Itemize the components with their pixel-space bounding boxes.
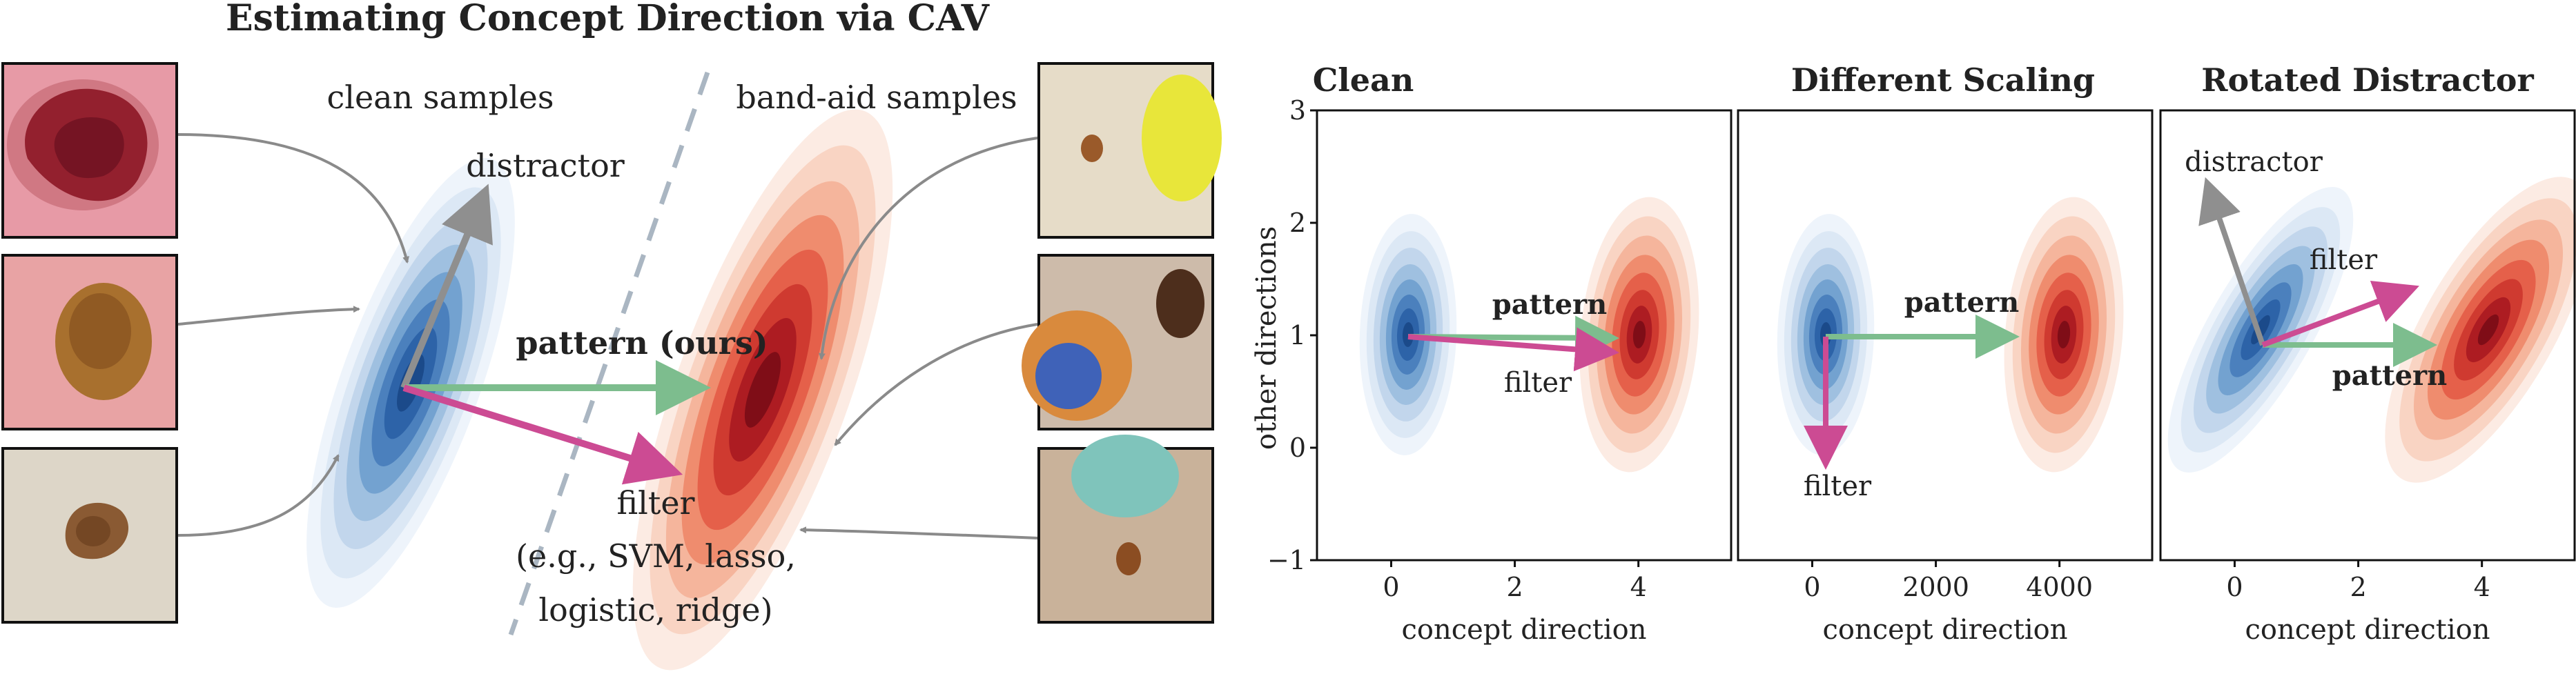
- bandaid-density-contours: [632, 109, 893, 671]
- x-tick-label: 2: [2350, 572, 2366, 602]
- filter-label: filter: [1804, 470, 1872, 502]
- x-tick-label: 0: [1383, 572, 1399, 602]
- plot-frame: [1737, 109, 2154, 562]
- x-tick-label: 0: [1804, 572, 1820, 602]
- left-schematic: Estimating Concept Direction via CAV: [1, 0, 1222, 671]
- distractor-arrow: [2198, 177, 2265, 346]
- filter-examples-line2: logistic, ridge): [538, 591, 772, 628]
- filter-label: filter: [2310, 244, 2378, 276]
- bandaid-sample-image-1: [1037, 62, 1222, 239]
- filter-label: filter: [616, 484, 694, 522]
- panel-title: Clean: [1313, 61, 1414, 99]
- y-tick-label: 1: [1289, 320, 1306, 350]
- panel-title: Rotated Distractor: [2201, 61, 2534, 99]
- clean-density-contours: [306, 158, 515, 608]
- panel-clean: Clean pattern filter concept direction 0…: [1267, 61, 1733, 646]
- leader-line: [177, 454, 340, 537]
- leader-line: [177, 306, 360, 326]
- leader-line: [834, 323, 1038, 446]
- right-panels: other directions Clean pattern filter co…: [1251, 61, 2576, 646]
- filter-arrow: [2261, 281, 2419, 348]
- clean-samples-label: clean samples: [326, 79, 554, 116]
- filter-label: filter: [1504, 367, 1572, 399]
- x-tick-label: 4: [1630, 572, 1647, 602]
- bandaid-density-contours: [1579, 197, 1699, 473]
- clean-density-contours: [2167, 187, 2354, 473]
- x-tick-label: 2000: [1902, 572, 1969, 602]
- clean-sample-image-1: [1, 62, 178, 239]
- bandaid-sample-image-2: [1022, 254, 1214, 430]
- pattern-label: pattern: [1492, 288, 1607, 321]
- leader-line: [799, 526, 1038, 539]
- x-tick-label: 0: [2226, 572, 2243, 602]
- bandaid-density-contours: [2385, 177, 2576, 483]
- left-title: Estimating Concept Direction via CAV: [226, 0, 991, 39]
- clean-sample-image-3: [1, 447, 178, 624]
- x-tick-label: 4000: [2026, 572, 2093, 602]
- y-tick-label: 0: [1289, 433, 1306, 463]
- plot-frame: [2159, 109, 2576, 562]
- x-axis-label: concept direction: [1401, 614, 1646, 646]
- clean-sample-image-2: [1, 254, 178, 430]
- panel-different-scaling: Different Scaling pattern filter concept…: [1737, 61, 2154, 646]
- leader-line: [818, 137, 1038, 360]
- leader-lines: [177, 133, 1038, 539]
- y-tick-label: 3: [1289, 95, 1306, 126]
- panel-rotated-distractor: Rotated Distractor distractor filter pat…: [2159, 61, 2576, 646]
- x-ticks: 0 2 4: [2226, 560, 2490, 602]
- bandaid-sample-image-3: [1037, 435, 1214, 624]
- y-tick-label: 2: [1289, 208, 1306, 238]
- filter-arrow: [402, 384, 683, 485]
- bandaid-samples-label: band-aid samples: [736, 79, 1017, 116]
- y-tick-label: −1: [1267, 545, 1306, 575]
- y-axis-label: other directions: [1251, 226, 1282, 450]
- pattern-label: pattern: [1904, 286, 2019, 319]
- x-tick-label: 2: [1506, 572, 1523, 602]
- class-divider: [508, 71, 710, 636]
- pattern-label: pattern: [2332, 359, 2447, 392]
- y-ticks: 3 2 1 0 −1: [1267, 95, 1317, 575]
- pattern-label: pattern (ours): [516, 324, 768, 361]
- x-ticks: 0 2000 4000: [1804, 560, 2093, 602]
- x-ticks: 0 2 4: [1383, 560, 1647, 602]
- distractor-label: distractor: [466, 147, 625, 184]
- filter-arrow: [1407, 327, 1619, 372]
- clean-density-contours: [1359, 214, 1457, 455]
- x-tick-label: 4: [2474, 572, 2490, 602]
- distractor-label: distractor: [2185, 146, 2323, 178]
- leader-line: [177, 133, 409, 264]
- filter-examples-line1: (e.g., SVM, lasso,: [516, 537, 796, 575]
- bandaid-density-contours: [2004, 197, 2124, 473]
- x-axis-label: concept direction: [1822, 614, 2067, 646]
- distractor-arrow: [400, 184, 493, 389]
- x-axis-label: concept direction: [2245, 614, 2490, 646]
- panel-title: Different Scaling: [1791, 61, 2095, 99]
